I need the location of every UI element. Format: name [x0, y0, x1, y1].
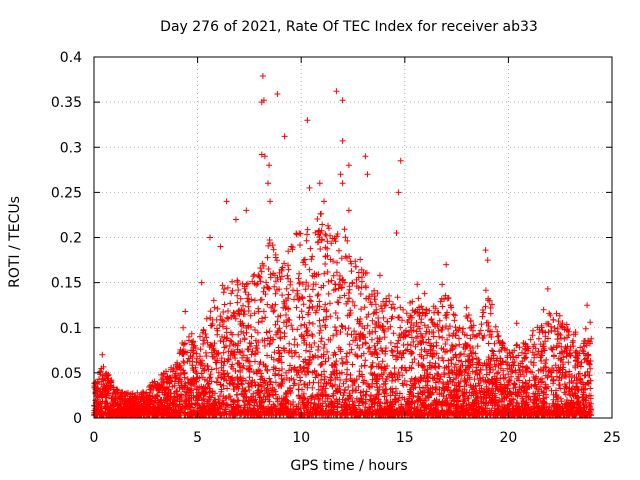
x-tick-label: 15 [396, 430, 414, 446]
roti-points [91, 73, 595, 419]
chart-title: Day 276 of 2021, Rate Of TEC Index for r… [160, 19, 538, 35]
x-tick-label: 10 [292, 430, 310, 446]
y-tick-label: 0.4 [60, 50, 82, 66]
y-tick-label: 0.3 [60, 140, 82, 156]
y-tick-label: 0.1 [60, 321, 82, 337]
y-tick-label: 0.05 [51, 366, 82, 382]
y-tick-label: 0.15 [51, 276, 82, 292]
y-tick-label: 0.25 [51, 185, 82, 201]
y-tick-label: 0 [73, 411, 82, 427]
x-tick-label: 20 [499, 430, 517, 446]
x-tick-label: 0 [90, 430, 99, 446]
y-tick-label: 0.2 [60, 231, 82, 247]
axis-ticks: 0 5 10 15 20 25 0 0.05 0.1 0.15 0.2 0.25 0.3 0.35 0.4 [51, 50, 621, 446]
y-tick-label: 0.35 [51, 95, 82, 111]
data-points [91, 73, 595, 419]
x-axis-label: GPS time / hours [290, 458, 407, 474]
y-axis-label: ROTI / TECUs [7, 196, 23, 288]
x-tick-label: 25 [603, 430, 621, 446]
x-tick-label: 5 [193, 430, 202, 446]
